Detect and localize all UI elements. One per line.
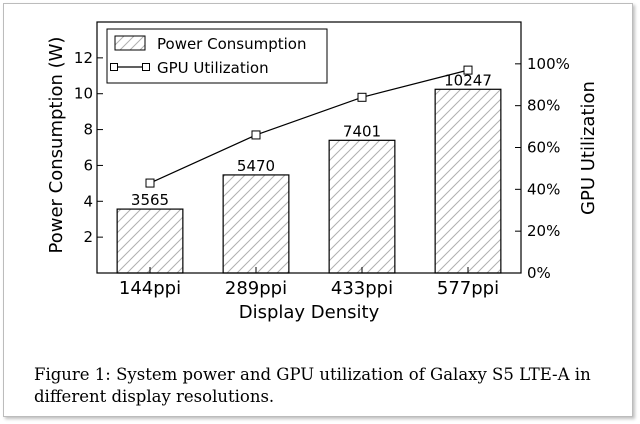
left-axis: 2 4 6 8 10 12 [74,49,103,246]
figure-caption: Figure 1: System power and GPU utilizati… [34,365,591,406]
bar-value-label: 7401 [343,122,381,140]
y-tick-label: 2 [83,228,93,246]
legend-line-marker-left [110,63,118,71]
gpu-line-point [145,178,155,188]
y-tick-label: 8 [83,121,93,139]
y-tick-label: 12 [74,49,93,67]
bar [222,174,290,274]
legend: Power Consumption GPU Utilization [106,28,328,84]
bar-value-label: 3565 [131,191,169,209]
y-right-tick-label: 20% [527,222,560,240]
legend-line-marker-right [142,63,150,71]
bar-value-label: 5470 [237,157,275,175]
gpu-line-point [357,92,367,102]
bar-value-label: 10247 [444,71,492,89]
x-tick-label: 289ppi [225,278,287,299]
x-axis-label: Display Density [239,302,380,323]
y-right-tick-label: 40% [527,180,560,198]
bar [328,139,396,274]
legend-line-label: GPU Utilization [157,59,269,77]
gpu-line-point [251,130,261,140]
legend-bar-label: Power Consumption [157,35,306,53]
gpu-line [145,65,473,188]
legend-bar-swatch [114,35,146,51]
x-tick-label: 577ppi [437,278,499,299]
y-axis-label: Power Consumption (W) [46,37,67,254]
y-right-tick-label: 100% [527,55,570,73]
bars: 3565 5470 7401 10247 [116,71,502,274]
gpu-line-point [463,65,473,75]
y-right-tick-label: 60% [527,139,560,157]
y-axis-right-label: GPU Utilization [578,81,599,215]
y-tick-label: 4 [83,192,93,210]
x-tick-label: 433ppi [331,278,393,299]
bar [116,208,184,274]
y-right-tick-label: 80% [527,97,560,115]
bar [434,88,502,274]
chart: 3565 5470 7401 10247 2 4 6 8 10 12 0% 20% 40% 60% 80… [46,21,599,323]
y-tick-label: 6 [83,156,93,174]
y-right-tick-label: 0% [527,264,551,282]
x-axis: 144ppi 289ppi 433ppi 577ppi [119,267,499,299]
right-axis: 0% 20% 40% 60% 80% 100% [515,55,570,282]
x-tick-label: 144ppi [119,278,181,299]
gpu-line-path [149,69,469,184]
y-tick-label: 10 [74,85,93,103]
